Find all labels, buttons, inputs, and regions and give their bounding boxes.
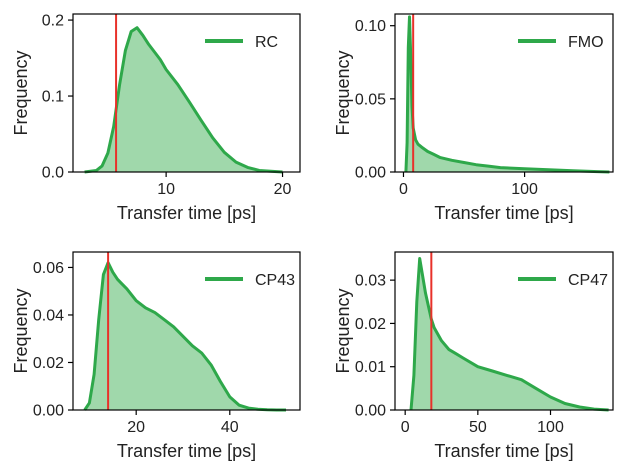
y-tick-label: 0.0 bbox=[42, 165, 64, 182]
axes-frame bbox=[394, 13, 614, 173]
x-tick-label: 40 bbox=[221, 419, 239, 436]
x-tick-label: 0 bbox=[399, 181, 408, 198]
x-tick-label: 10 bbox=[157, 181, 175, 198]
density-line bbox=[84, 26, 283, 174]
y-axis-label: Frequency bbox=[11, 288, 31, 373]
x-tick-label: 20 bbox=[274, 181, 292, 198]
y-tick-label: 0.1 bbox=[42, 89, 64, 106]
x-axis-label: Transfer time [ps] bbox=[117, 203, 256, 223]
legend-label: FMO bbox=[568, 34, 604, 51]
y-tick-label: 0.00 bbox=[355, 403, 386, 420]
x-tick-label: 100 bbox=[537, 419, 564, 436]
x-axis-label: Transfer time [ps] bbox=[434, 441, 573, 461]
legend: RC bbox=[205, 34, 278, 51]
x-axis-label: Transfer time [ps] bbox=[434, 203, 573, 223]
legend-label: CP43 bbox=[255, 272, 295, 289]
x-tick-label: 100 bbox=[511, 181, 538, 198]
histogram-area bbox=[84, 27, 283, 173]
density-line bbox=[409, 257, 609, 412]
x-tick-label: 0 bbox=[401, 419, 410, 436]
axes-frame bbox=[72, 13, 301, 173]
y-tick-label: 0.02 bbox=[33, 355, 64, 372]
y-tick-label: 0.05 bbox=[355, 91, 386, 108]
density-line bbox=[404, 15, 610, 174]
y-axis-label: Frequency bbox=[333, 288, 353, 373]
chart-panel-1: 10 20 0.0 0.1 0.2 Transfer time [ps] Frequency… bbox=[11, 13, 301, 223]
y-tick-label: 0.02 bbox=[355, 316, 386, 333]
y-tick-label: 0.04 bbox=[33, 307, 64, 324]
y-axis-label: Frequency bbox=[333, 50, 353, 135]
x-tick-label: 50 bbox=[469, 419, 487, 436]
y-tick-label: 0.03 bbox=[355, 273, 386, 290]
legend-label: CP47 bbox=[568, 272, 608, 289]
y-tick-label: 0.00 bbox=[33, 403, 64, 420]
legend: CP47 bbox=[518, 272, 608, 289]
x-tick-label: 20 bbox=[127, 419, 145, 436]
chart-panel-2: 0 100 0.00 0.05 0.10 Transfer time [ps] Freque… bbox=[333, 13, 614, 223]
legend: FMO bbox=[518, 34, 604, 51]
y-tick-label: 0.10 bbox=[355, 18, 386, 35]
legend-label: RC bbox=[255, 34, 278, 51]
axes-frame bbox=[394, 251, 614, 411]
chart-panel-4: 0 50 100 0.00 0.01 0.02 0.03 Transfer time [ps]… bbox=[333, 251, 614, 461]
x-axis-label: Transfer time [ps] bbox=[117, 441, 256, 461]
y-tick-label: 0.06 bbox=[33, 260, 64, 277]
chart-panel-3: 20 40 0.00 0.02 0.04 0.06 Transfer time [ps] Fr… bbox=[11, 251, 301, 461]
axes-frame bbox=[72, 251, 301, 411]
legend: CP43 bbox=[205, 272, 295, 289]
y-tick-label: 0.01 bbox=[355, 359, 386, 376]
density-line bbox=[83, 261, 286, 412]
y-tick-label: 0.00 bbox=[355, 165, 386, 182]
histogram-area bbox=[411, 258, 609, 410]
y-tick-label: 0.2 bbox=[42, 13, 64, 30]
y-axis-label: Frequency bbox=[11, 50, 31, 135]
histogram-area bbox=[405, 16, 610, 173]
